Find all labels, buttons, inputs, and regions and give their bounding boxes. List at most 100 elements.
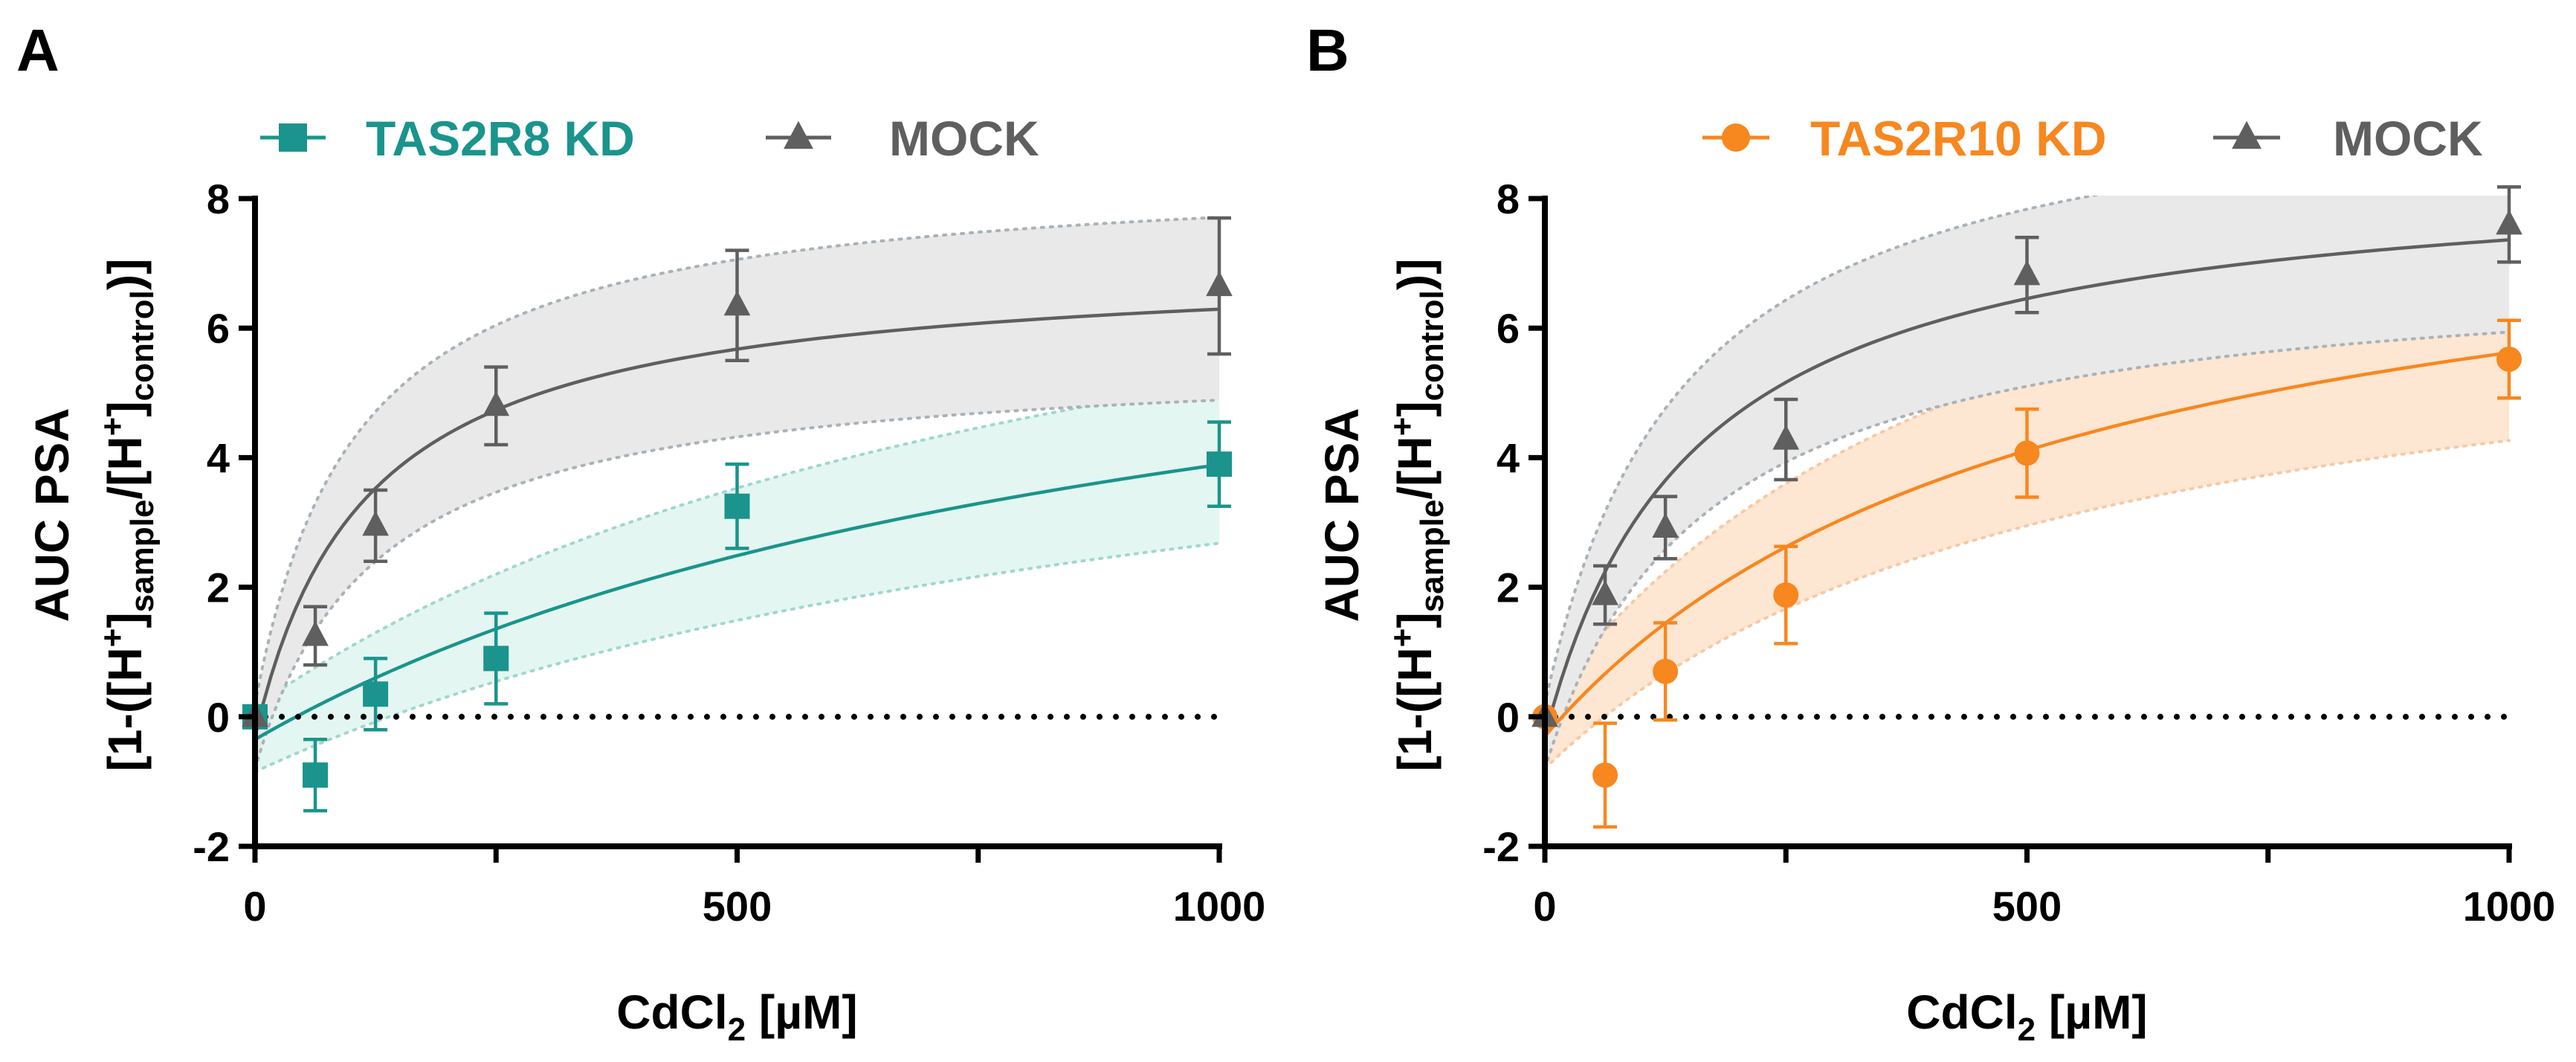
confidence-band-tas2r10-kd (1545, 263, 2509, 769)
data-point (362, 510, 389, 536)
y-title-superscript: + (94, 628, 131, 648)
y-title-part: )] (98, 259, 152, 291)
y-axis-title-line1: AUC PSA (25, 408, 79, 622)
confidence-band-mock (1545, 196, 2509, 769)
y-tick-label: -2 (1482, 823, 1520, 870)
y-title-part: ] (98, 612, 152, 628)
y-title-subscript: sample (124, 500, 161, 613)
legend-marker (279, 123, 307, 152)
series-tas2r8-kd (242, 420, 1232, 813)
confidence-band-mock (255, 217, 1219, 769)
legend-marker (2232, 120, 2262, 149)
legend-marker (784, 120, 813, 149)
data-point (2013, 260, 2041, 286)
data-point (1773, 582, 1799, 608)
legend-item-mock: MOCK (2213, 111, 2483, 166)
series-mock (1531, 185, 2522, 727)
data-point (1653, 658, 1679, 684)
band-lower-mock (255, 398, 1221, 770)
legend-label: MOCK (889, 111, 1039, 166)
x-axis-title: CdCl2 [µM] (616, 985, 857, 1048)
series-mock (242, 216, 1233, 727)
y-tick-label: 0 (1497, 694, 1520, 741)
y-title-part: ] (1388, 401, 1442, 416)
data-point (303, 762, 329, 788)
x-tick-label: 0 (1533, 883, 1556, 930)
y-title-part: /[H (1388, 436, 1442, 499)
data-point (1652, 512, 1679, 538)
x-axis-title-subscript: 2 (728, 1011, 746, 1048)
y-title-part: /[H (98, 436, 152, 499)
y-title-superscript: + (94, 417, 131, 437)
y-title-subscript: control (1414, 290, 1450, 401)
band-lower-tas2r10-kd (1545, 439, 2511, 770)
legend-label: TAS2R8 KD (366, 111, 635, 166)
x-tick-label: 0 (243, 883, 266, 930)
data-point (483, 646, 509, 672)
y-tick-label: 4 (207, 434, 230, 481)
band-lower-mock (1545, 330, 2511, 770)
y-title-part: )] (1388, 259, 1442, 291)
x-axis-title-main: CdCl (616, 985, 727, 1039)
y-tick-label: 6 (1497, 305, 1520, 352)
panel-label: A (16, 17, 59, 83)
data-point (723, 290, 751, 316)
y-tick-label: 2 (207, 564, 230, 611)
x-tick-label: 500 (703, 883, 772, 930)
y-tick-label: 0 (207, 694, 230, 741)
fit-curve-tas2r8-kd (255, 463, 1220, 741)
data-point (363, 681, 389, 707)
x-tick-label: 500 (1992, 883, 2062, 930)
band-upper-mock (255, 216, 1221, 706)
band-lower-tas2r8-kd (255, 541, 1221, 773)
legend-marker (1722, 123, 1750, 152)
data-point (2014, 440, 2040, 466)
data-point (1207, 451, 1232, 477)
y-tick-label: 8 (207, 176, 230, 222)
y-title-superscript: + (1384, 417, 1421, 437)
x-tick-label: 1000 (1173, 883, 1266, 930)
x-axis-title: CdCl2 [µM] (1906, 985, 2147, 1048)
data-point (302, 620, 329, 646)
data-point (1772, 424, 1800, 450)
band-upper-tas2r10-kd (1545, 262, 2511, 706)
x-axis-title-subscript: 2 (2018, 1011, 2036, 1048)
legend: TAS2R10 KD MOCK (1702, 111, 2483, 166)
data-point (1592, 580, 1618, 605)
legend-label: TAS2R10 KD (1810, 111, 2107, 166)
y-title-superscript: + (1384, 628, 1421, 648)
y-title-subscript: control (124, 290, 161, 401)
data-point (1206, 271, 1233, 297)
data-point (482, 390, 510, 416)
y-tick-label: 8 (1497, 176, 1520, 222)
legend-item-tas2r8-kd: TAS2R8 KD (260, 111, 635, 166)
y-title-part: ] (98, 401, 152, 416)
y-axis-title-line2: [1-([H+]sample/[H+]control)] (94, 259, 161, 772)
y-axis-title-line2: [1-([H+]sample/[H+]control)] (1384, 259, 1450, 772)
y-tick-label: -2 (193, 823, 230, 870)
data-point (724, 493, 750, 519)
band-upper-tas2r8-kd (255, 382, 1221, 709)
y-axis-title-line1: AUC PSA (1315, 408, 1369, 622)
y-tick-label: 6 (207, 305, 230, 352)
legend-item-mock: MOCK (766, 111, 1039, 166)
data-point (1592, 762, 1618, 788)
y-title-part: [1-([H (1388, 647, 1442, 771)
data-point (2496, 347, 2522, 373)
legend-item-tas2r10-kd: TAS2R10 KD (1702, 111, 2107, 166)
y-title-part: [1-([H (98, 647, 152, 771)
x-axis-title-unit: [µM] (746, 985, 858, 1039)
y-tick-label: 2 (1497, 564, 1520, 611)
legend: TAS2R8 KD MOCK (260, 111, 1039, 166)
legend-label: MOCK (2333, 111, 2483, 166)
y-title-part: ] (1388, 612, 1442, 628)
x-axis-title-unit: [µM] (2036, 985, 2148, 1039)
x-tick-label: 1000 (2463, 883, 2556, 930)
band-upper-mock (1545, 196, 2101, 706)
x-axis-title-main: CdCl (1906, 985, 2017, 1039)
y-title-subscript: sample (1414, 500, 1450, 613)
data-point (2496, 209, 2522, 235)
